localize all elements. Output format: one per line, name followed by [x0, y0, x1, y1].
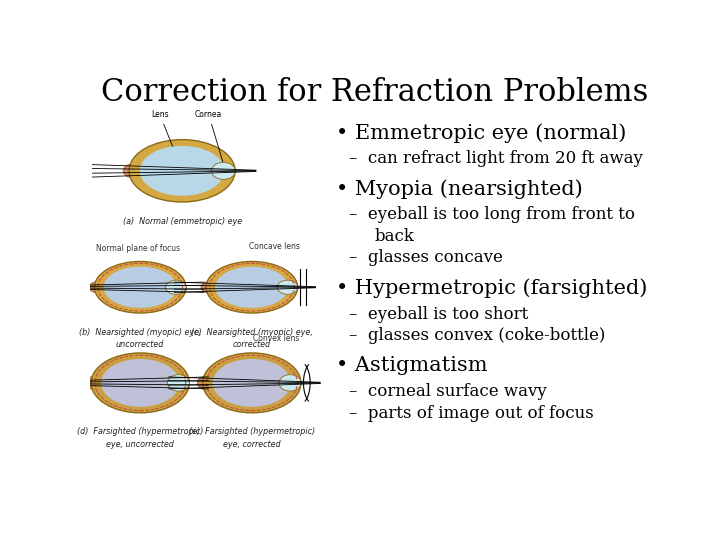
Text: Concave lens: Concave lens: [249, 242, 300, 251]
Ellipse shape: [215, 267, 289, 308]
Text: Normal plane of focus: Normal plane of focus: [96, 244, 180, 253]
Ellipse shape: [101, 359, 179, 407]
Text: eye, uncorrected: eye, uncorrected: [107, 440, 174, 449]
Ellipse shape: [166, 280, 186, 294]
Ellipse shape: [86, 376, 104, 390]
Text: –  glasses concave: – glasses concave: [349, 249, 503, 266]
Text: –  corneal surface wavy: – corneal surface wavy: [349, 383, 547, 400]
Text: (a)  Normal (emmetropic) eye: (a) Normal (emmetropic) eye: [122, 217, 242, 226]
Text: Lens: Lens: [151, 110, 179, 160]
Text: –  can refract light from 20 ft away: – can refract light from 20 ft away: [349, 150, 644, 167]
Ellipse shape: [277, 280, 298, 294]
Ellipse shape: [203, 353, 301, 413]
Ellipse shape: [168, 375, 189, 391]
Text: (d)  Farsighted (hypermetropic): (d) Farsighted (hypermetropic): [77, 427, 204, 436]
Text: –  parts of image out of focus: – parts of image out of focus: [349, 405, 594, 422]
Ellipse shape: [91, 353, 189, 413]
Ellipse shape: [123, 164, 143, 178]
Ellipse shape: [140, 146, 225, 196]
Text: (e)  Farsighted (hypermetropic): (e) Farsighted (hypermetropic): [189, 427, 315, 436]
Text: (c)  Nearsighted (myopic) eye,: (c) Nearsighted (myopic) eye,: [191, 328, 312, 336]
Text: –  glasses convex (coke-bottle): – glasses convex (coke-bottle): [349, 327, 606, 344]
Ellipse shape: [129, 140, 235, 202]
Text: • Hypermetropic (farsighted): • Hypermetropic (farsighted): [336, 279, 647, 298]
Ellipse shape: [212, 359, 291, 407]
Text: (b)  Nearsighted (myopic) eye,: (b) Nearsighted (myopic) eye,: [79, 328, 202, 336]
Text: eye, corrected: eye, corrected: [223, 440, 281, 449]
Text: • Myopia (nearsighted): • Myopia (nearsighted): [336, 179, 582, 199]
Ellipse shape: [201, 281, 218, 293]
Text: –  eyeball is too long from front to: – eyeball is too long from front to: [349, 206, 636, 223]
Ellipse shape: [206, 261, 297, 313]
Text: Correction for Refraction Problems: Correction for Refraction Problems: [101, 77, 649, 109]
Ellipse shape: [104, 267, 177, 308]
Text: Cornea: Cornea: [195, 110, 225, 168]
Text: • Emmetropic eye (normal): • Emmetropic eye (normal): [336, 123, 626, 143]
Text: back: back: [374, 228, 415, 245]
Ellipse shape: [94, 261, 186, 313]
Text: uncorrected: uncorrected: [116, 340, 164, 349]
Text: Convex lens: Convex lens: [253, 334, 300, 342]
Ellipse shape: [279, 375, 301, 391]
Ellipse shape: [212, 162, 235, 179]
Text: corrected: corrected: [233, 340, 271, 349]
Text: –  eyeball is too short: – eyeball is too short: [349, 306, 528, 322]
Text: • Astigmatism: • Astigmatism: [336, 356, 487, 375]
Ellipse shape: [197, 376, 216, 390]
Ellipse shape: [89, 281, 107, 293]
